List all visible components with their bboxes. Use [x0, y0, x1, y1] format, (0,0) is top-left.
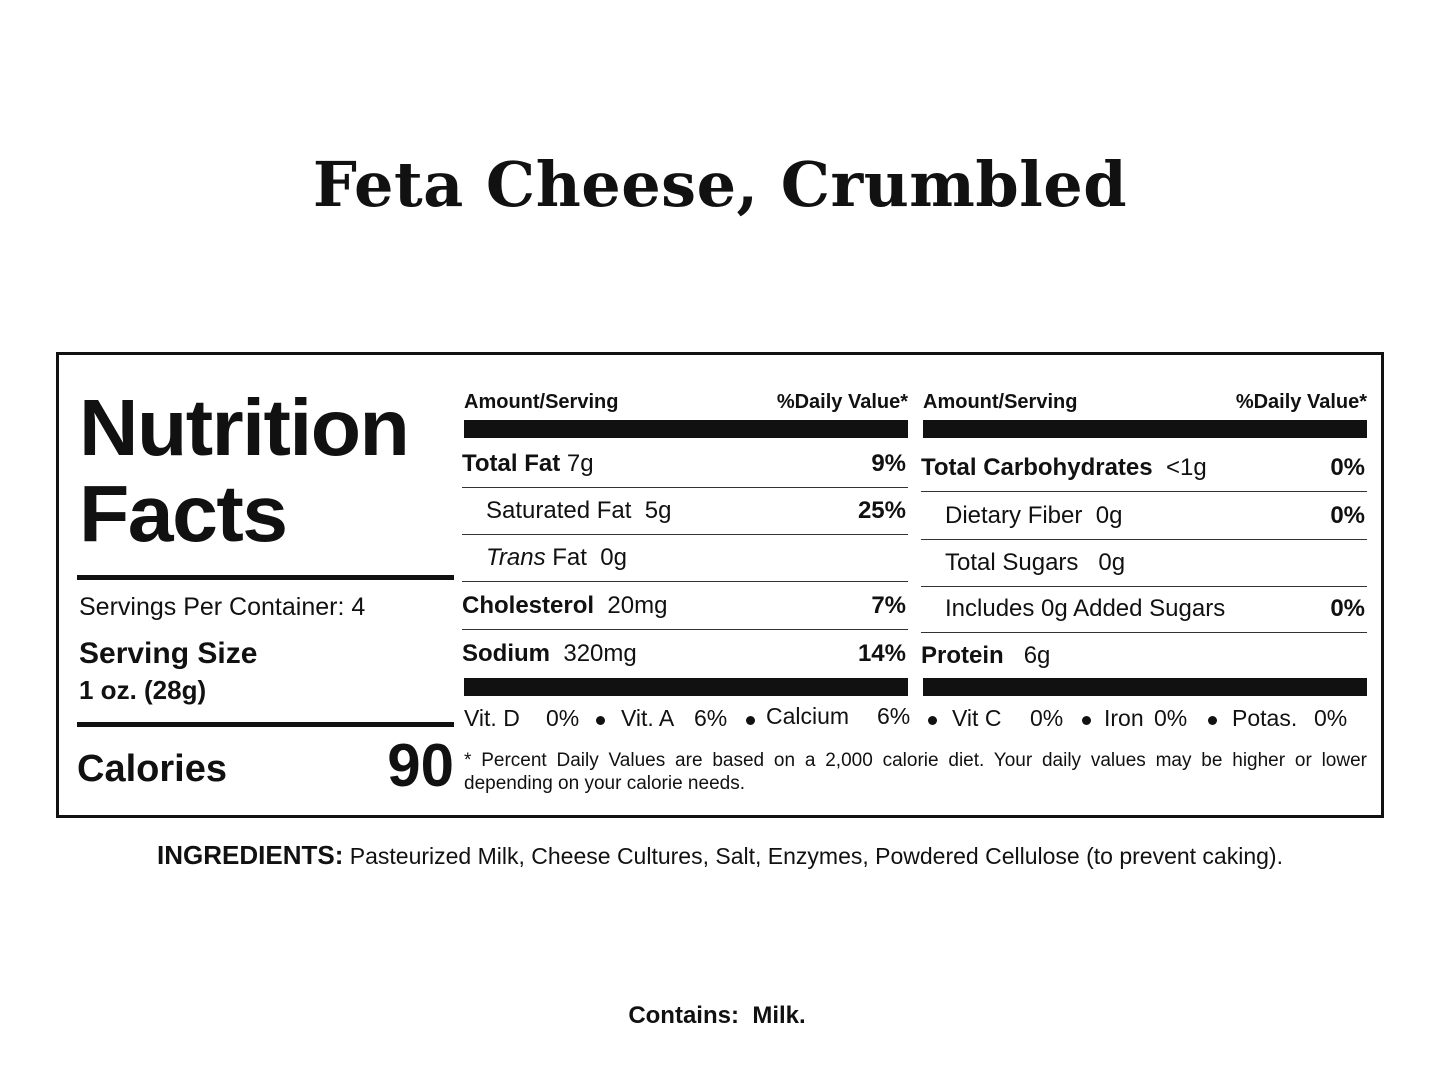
nutrition-facts-heading: Nutrition Facts [79, 383, 410, 558]
nutrient-amount: 20mg [607, 592, 668, 619]
nutrient-amount: 0g [1095, 502, 1123, 529]
ingredients-statement: INGREDIENTS: Pasteurized Milk, Cheese Cu… [0, 840, 1440, 871]
nutrient-row-added-sugars: Includes 0g Added Sugars 0% [921, 586, 1367, 633]
amount-per-serving-header: Amount/Serving [464, 391, 619, 413]
nutrient-daily-value: 7% [871, 592, 906, 619]
nutrient-amount: 320mg [563, 640, 637, 667]
column-header: Amount/Serving %Daily Value* [923, 391, 1367, 417]
vitamin-value: 0% [1154, 705, 1188, 731]
heading-line-2: Facts [79, 469, 288, 558]
nutrient-daily-value: 0% [1330, 454, 1365, 481]
nutrient-row-trans-fat: Trans Fat 0g [462, 535, 908, 582]
nutrient-name: Includes 0g Added Sugars [945, 595, 1226, 622]
allergen-label: Contains: [628, 1002, 739, 1029]
vitamin-value: 6% [877, 703, 911, 729]
vitamin-value: 0% [1030, 705, 1064, 731]
footer-bar [464, 678, 908, 696]
nutrient-amount: 6g [1023, 642, 1051, 669]
bullet-dot [596, 716, 605, 725]
nutrient-name-italic: Trans [486, 544, 546, 571]
nutrient-row-total-carbohydrates: Total Carbohydrates <1g 0% [921, 445, 1367, 492]
nutrient-row-protein: Protein 6g [921, 633, 1367, 679]
nutrient-daily-value: 25% [857, 497, 906, 524]
vitamin-value: 0% [1314, 705, 1348, 731]
divider-thick [77, 722, 454, 727]
vitamin-name: Vit. A [621, 705, 675, 731]
nutrient-row-total-sugars: Total Sugars 0g [921, 540, 1367, 587]
nutrient-amount: 5g [644, 497, 672, 524]
nutrient-name: Total Fat [462, 450, 561, 477]
footer-bar [923, 678, 1367, 696]
nutrition-summary-panel: Nutrition Facts Servings Per Container: … [77, 355, 454, 815]
nutrient-name: Protein [921, 642, 1004, 669]
header-bar [464, 420, 908, 438]
nutrient-row-sodium: Sodium 320mg 14% [462, 631, 908, 677]
amount-per-serving-header: Amount/Serving [923, 391, 1078, 413]
nutrient-name: Sodium [462, 640, 550, 667]
bullet-dot [928, 716, 937, 725]
nutrient-row-saturated-fat: Saturated Fat 5g 25% [462, 488, 908, 535]
calories-value: 90 [387, 732, 454, 799]
nutrient-amount: <1g [1165, 454, 1207, 481]
bullet-dot [746, 716, 755, 725]
bullet-dot [1082, 716, 1091, 725]
serving-size-value: 1 oz. (28g) [79, 675, 207, 705]
divider-thick [77, 575, 454, 580]
nutrient-daily-value: 14% [857, 640, 906, 667]
vitamin-name: Iron [1104, 705, 1144, 731]
nutrient-name: Fat [552, 544, 587, 571]
vitamin-value: 0% [546, 705, 580, 731]
nutrition-facts-label: Nutrition Facts Servings Per Container: … [56, 352, 1384, 818]
header-bar [923, 420, 1367, 438]
serving-size-label: Serving Size [79, 637, 258, 670]
column-header: Amount/Serving %Daily Value* [464, 391, 908, 417]
nutrient-name: Dietary Fiber [945, 502, 1083, 529]
nutrient-name: Cholesterol [462, 592, 595, 619]
nutrient-row-total-fat: Total Fat 7g 9% [462, 441, 908, 488]
nutrient-daily-value: 0% [1330, 595, 1365, 622]
nutrient-amount: 7g [566, 450, 594, 477]
heading-line-1: Nutrition [79, 383, 410, 472]
nutrient-daily-value: 9% [871, 450, 906, 477]
vitamins-row: Vit. D 0% Vit. A 6% Calcium 6% Vit C 0% … [464, 703, 1364, 735]
vitamin-name: Vit C [952, 705, 1002, 731]
calories-label: Calories [77, 748, 227, 790]
nutrient-name: Total Sugars [945, 549, 1079, 576]
nutrient-name: Saturated Fat [486, 497, 632, 524]
allergen-statement: Contains: Milk. [0, 1002, 1434, 1030]
daily-value-header: %Daily Value* [776, 391, 908, 413]
nutrient-daily-value: 0% [1330, 502, 1365, 529]
bullet-dot [1208, 716, 1217, 725]
daily-value-footnote: * Percent Daily Values are based on a 2,… [464, 750, 1367, 794]
vitamin-name: Vit. D [464, 705, 520, 731]
vitamin-value: 6% [694, 705, 728, 731]
ingredients-label: INGREDIENTS: [157, 840, 344, 870]
ingredients-text: Pasteurized Milk, Cheese Cultures, Salt,… [349, 843, 1283, 869]
daily-value-header: %Daily Value* [1235, 391, 1367, 413]
nutrient-row-cholesterol: Cholesterol 20mg 7% [462, 583, 908, 630]
servings-per-container: Servings Per Container: 4 [79, 593, 366, 621]
nutrient-amount: 0g [1098, 549, 1126, 576]
allergen-text: Milk. [752, 1002, 806, 1029]
nutrient-amount: 0g [600, 544, 627, 571]
vitamin-name: Calcium [766, 703, 850, 729]
product-title: Feta Cheese, Crumbled [312, 148, 1128, 221]
nutrient-name: Total Carbohydrates [921, 454, 1153, 481]
vitamin-name: Potas. [1232, 705, 1298, 731]
nutrient-row-dietary-fiber: Dietary Fiber 0g 0% [921, 493, 1367, 540]
